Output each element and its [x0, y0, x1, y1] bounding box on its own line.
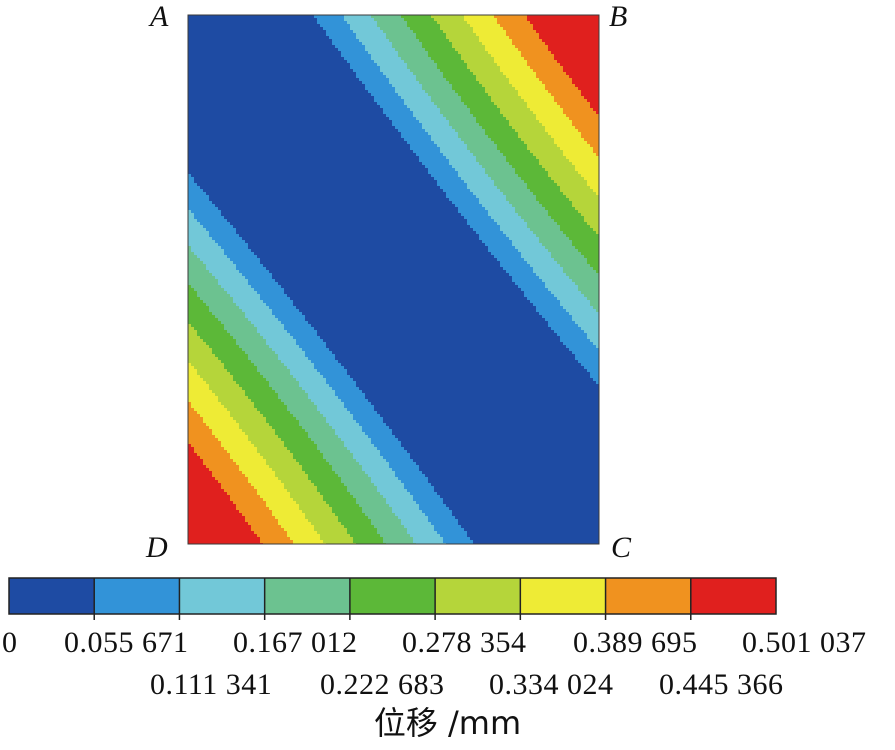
corner-label-c: C [611, 533, 631, 563]
colorbar-swatch [94, 578, 179, 614]
colorbar-unit-label: 位移 /mm [0, 706, 895, 740]
colorbar-swatch [9, 578, 94, 614]
colorbar-tick-label: 0.389 695 [573, 628, 698, 658]
colorbar-swatch [606, 578, 691, 614]
colorbar-tick-label: 0.334 024 [489, 670, 614, 700]
corner-label-d: D [146, 533, 168, 563]
colorbar-tick-label: 0.501 037 [742, 628, 867, 658]
colorbar-swatch [435, 578, 520, 614]
contour-bands [188, 15, 599, 546]
colorbar-tick-label: 0.111 341 [150, 670, 272, 700]
corner-label-b: B [609, 2, 627, 32]
colorbar-swatch [179, 578, 264, 614]
colorbar-tick-label: 0.222 683 [320, 670, 445, 700]
colorbar-swatch [520, 578, 605, 614]
colorbar-tick-label: 0.167 012 [233, 628, 358, 658]
colorbar-tick-label: 0 [2, 628, 18, 658]
corner-label-a: A [150, 2, 168, 32]
colorbar-swatch [691, 578, 776, 614]
colorbar-swatch [350, 578, 435, 614]
colorbar-tick-label: 0.445 366 [659, 670, 784, 700]
colorbar [9, 578, 776, 620]
colorbar-tick-label: 0.278 354 [402, 628, 527, 658]
colorbar-swatch [265, 578, 350, 614]
colorbar-tick-label: 0.055 671 [64, 628, 189, 658]
